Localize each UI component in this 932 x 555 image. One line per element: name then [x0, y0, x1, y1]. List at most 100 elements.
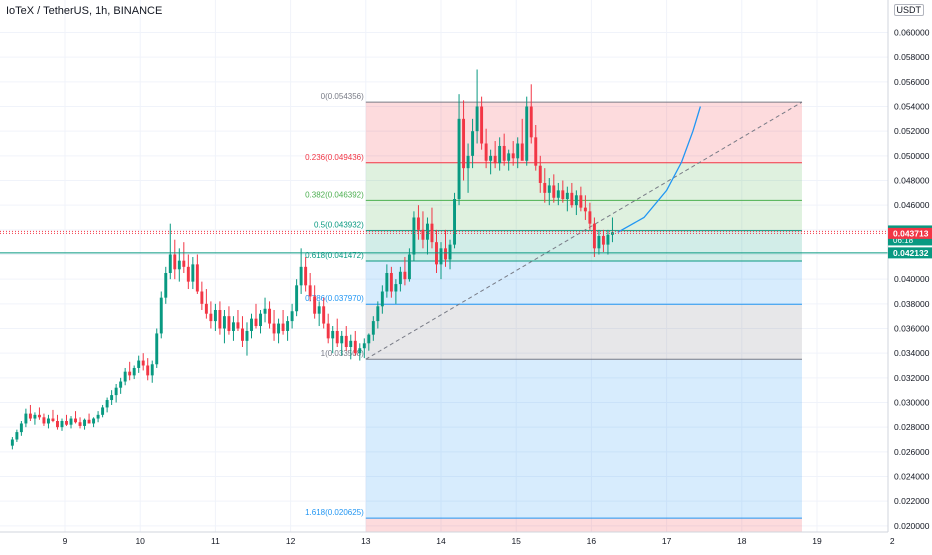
candle-body: [268, 308, 272, 324]
candle-body: [159, 297, 163, 334]
candle-body: [353, 340, 357, 354]
candle: [182, 242, 186, 273]
candle: [385, 264, 389, 298]
candle: [389, 266, 393, 298]
candle-body: [552, 185, 556, 198]
candle-body: [105, 400, 109, 408]
candle-body: [146, 365, 150, 376]
candle: [574, 190, 578, 216]
candle: [322, 297, 326, 329]
candle: [92, 417, 96, 428]
candle: [592, 217, 596, 257]
time-tick-label: 2: [890, 536, 895, 546]
candle-body: [236, 322, 240, 329]
candle-body: [403, 271, 407, 280]
candle: [561, 180, 565, 203]
candle: [362, 338, 366, 359]
candle: [367, 333, 371, 351]
candle: [87, 413, 91, 424]
candle-body: [371, 321, 375, 335]
candle-body: [583, 207, 587, 212]
candle: [498, 137, 502, 171]
candle: [186, 254, 190, 290]
candle: [231, 316, 235, 341]
candle-body: [507, 153, 511, 161]
price-tick-label: 0.034000: [894, 348, 930, 358]
candle-body: [416, 217, 420, 230]
price-tick-label: 0.028000: [894, 422, 930, 432]
candle: [65, 414, 68, 426]
candle-body: [132, 367, 136, 376]
candle-body: [83, 419, 87, 426]
candle: [259, 310, 262, 334]
candle-body: [471, 131, 475, 156]
candle-body: [376, 306, 380, 322]
candle-body: [110, 395, 114, 401]
candle: [60, 418, 64, 431]
candle: [448, 239, 452, 270]
candle-body: [453, 199, 457, 245]
candle: [51, 409, 55, 423]
candle: [272, 310, 276, 341]
candle: [416, 205, 420, 240]
candle-body: [466, 155, 470, 169]
fib-label: 0.236(0.049436): [305, 153, 364, 162]
candle: [132, 365, 136, 380]
candle-body: [331, 330, 335, 339]
candle-body: [227, 316, 231, 331]
candle: [597, 229, 601, 255]
price-tick-label: 0.054000: [894, 102, 930, 112]
candle-body: [254, 318, 258, 327]
candle-body: [299, 266, 303, 286]
candle-body: [78, 422, 82, 426]
candle-body: [313, 296, 317, 314]
candle: [101, 404, 105, 418]
candle: [425, 217, 429, 255]
candle-body: [579, 195, 583, 208]
candle-body: [28, 413, 32, 419]
candle-body: [489, 155, 493, 161]
candle-body: [574, 195, 578, 206]
candle: [534, 125, 538, 171]
candle-body: [475, 106, 479, 132]
candle: [394, 279, 398, 304]
candle: [538, 155, 542, 193]
candle: [308, 273, 312, 302]
candle: [209, 301, 213, 329]
candle: [241, 316, 244, 347]
price-tick-label: 0.058000: [894, 52, 930, 62]
candle: [28, 404, 32, 421]
candle-body: [222, 316, 226, 329]
candle-body: [218, 310, 222, 329]
candle-body: [362, 343, 366, 349]
trend-line: [365, 101, 803, 360]
candle-body: [191, 264, 195, 282]
candle: [245, 322, 249, 356]
candle-body: [259, 313, 262, 327]
candle: [222, 310, 226, 344]
candle: [155, 328, 159, 368]
candle: [520, 118, 524, 161]
currency-button[interactable]: USDT: [893, 4, 924, 16]
candle: [326, 313, 330, 344]
fib-label: 1(0.033508): [321, 349, 364, 358]
price-tag-text: 0.043713: [893, 228, 929, 238]
candle-body: [525, 106, 529, 161]
candle-body: [538, 165, 542, 183]
price-tick-label: 0.056000: [894, 77, 930, 87]
candles: [10, 69, 614, 450]
candle: [344, 326, 348, 351]
candle: [439, 242, 443, 280]
price-tag: 0.043713: [888, 227, 932, 239]
candle: [128, 361, 132, 381]
candle-body: [277, 323, 281, 334]
candle: [480, 96, 484, 150]
candle-body: [241, 328, 244, 341]
candle: [74, 411, 77, 424]
candle: [358, 343, 362, 361]
candle-body: [245, 330, 249, 341]
candle: [349, 334, 353, 360]
